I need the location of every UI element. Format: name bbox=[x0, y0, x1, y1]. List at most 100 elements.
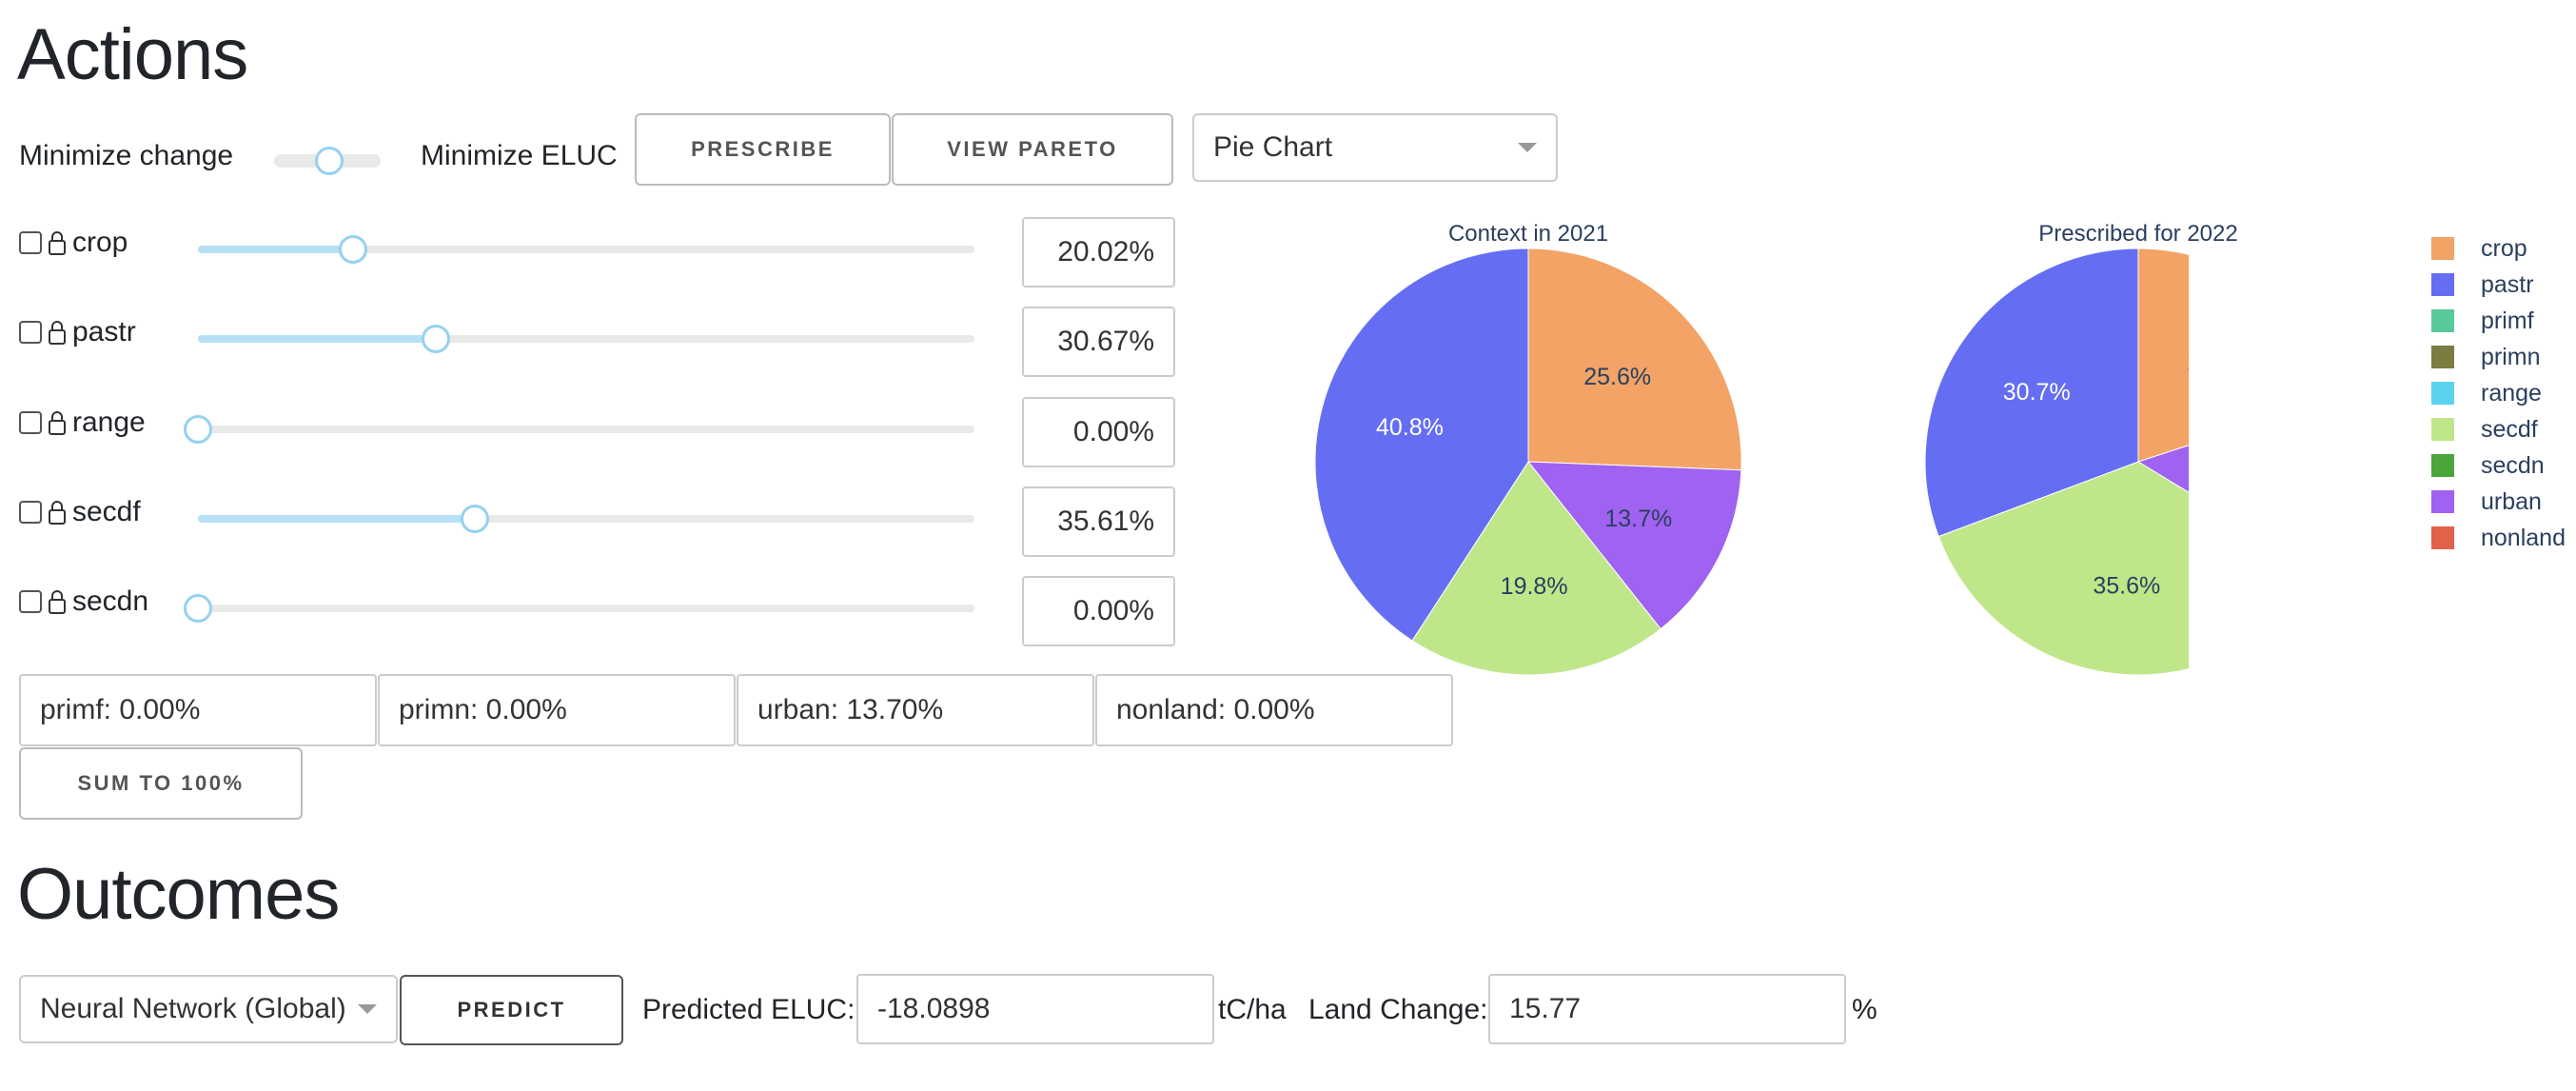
pie-slice-crop[interactable] bbox=[1527, 248, 1742, 471]
nonland-field[interactable]: nonland: 0.00% bbox=[1095, 674, 1453, 746]
pie-slice-label: 20% bbox=[2187, 349, 2189, 376]
legend-label: crop bbox=[2481, 234, 2527, 262]
pie-slice-crop[interactable] bbox=[2137, 248, 2189, 463]
view-pareto-button[interactable]: VIEW PARETO bbox=[892, 113, 1173, 186]
land-slider-track[interactable] bbox=[184, 415, 974, 444]
sum-to-100-button[interactable]: SUM TO 100% bbox=[19, 747, 303, 820]
land-slider-track[interactable] bbox=[198, 505, 974, 533]
legend-label: pastr bbox=[2481, 270, 2534, 298]
legend-label: primn bbox=[2481, 343, 2541, 370]
legend-item[interactable]: range bbox=[2431, 378, 2542, 408]
eluc-unit: tC/ha bbox=[1218, 994, 1287, 1025]
minimize-eluc-label: Minimize ELUC bbox=[421, 140, 618, 171]
land-slider-fill bbox=[198, 335, 436, 343]
legend-label: urban bbox=[2481, 487, 2542, 515]
pie-slice-pastr[interactable] bbox=[1314, 248, 1529, 642]
lock-icon bbox=[49, 411, 66, 435]
lock-icon bbox=[49, 501, 66, 525]
pie-title-context: Context in 2021 bbox=[1447, 221, 1609, 247]
pie-slice-label: 40.8% bbox=[1376, 414, 1444, 441]
pie-slice-label: 19.8% bbox=[1501, 573, 1568, 600]
lock-checkbox[interactable] bbox=[19, 501, 42, 524]
land-slider-label: pastr bbox=[72, 316, 136, 347]
land-slider-track[interactable] bbox=[198, 325, 974, 353]
pie-slice-label: 25.6% bbox=[1583, 364, 1651, 390]
predicted-eluc-label: Predicted ELUC: bbox=[642, 994, 855, 1025]
chart-type-select[interactable]: Pie Chart bbox=[1192, 113, 1558, 182]
minimize-change-label: Minimize change bbox=[19, 140, 234, 171]
legend-swatch bbox=[2431, 346, 2454, 368]
legend-item[interactable]: urban bbox=[2431, 486, 2542, 517]
chevron-down-icon bbox=[1518, 143, 1537, 152]
legend-item[interactable]: crop bbox=[2431, 233, 2527, 264]
land-slider-track[interactable] bbox=[198, 235, 974, 264]
land-slider-label: range bbox=[72, 407, 146, 438]
urban-field[interactable]: urban: 13.70% bbox=[737, 674, 1094, 746]
lock-icon bbox=[49, 231, 66, 255]
land-change-field[interactable]: 15.77 bbox=[1488, 974, 1846, 1044]
land-change-unit: % bbox=[1852, 994, 1878, 1025]
legend-item[interactable]: pastr bbox=[2431, 269, 2534, 300]
land-slider-thumb[interactable] bbox=[184, 594, 212, 623]
predicted-eluc-field[interactable]: -18.0898 bbox=[856, 974, 1214, 1044]
legend-label: range bbox=[2481, 379, 2542, 407]
tradeoff-slider-thumb[interactable] bbox=[315, 147, 344, 175]
pie-charts: 25.6%13.7%19.8%40.8%20%13.7%35.6%30.7% bbox=[1314, 248, 2189, 676]
legend-label: secdn bbox=[2481, 451, 2545, 479]
legend-item[interactable]: secdf bbox=[2431, 414, 2538, 445]
land-slider-value[interactable]: 20.02% bbox=[1022, 217, 1175, 288]
land-slider-value[interactable]: 30.67% bbox=[1022, 307, 1175, 377]
lock-checkbox[interactable] bbox=[19, 231, 42, 254]
lock-checkbox[interactable] bbox=[19, 321, 42, 344]
legend-swatch bbox=[2431, 454, 2454, 477]
land-slider-label: secdf bbox=[72, 496, 141, 527]
pie-title-prescribed: Prescribed for 2022 bbox=[2038, 221, 2238, 247]
legend-swatch bbox=[2431, 309, 2454, 332]
legend-label: nonland bbox=[2481, 524, 2566, 551]
legend-swatch bbox=[2431, 273, 2454, 296]
land-slider-value[interactable]: 35.61% bbox=[1022, 486, 1175, 557]
legend-swatch bbox=[2431, 490, 2454, 513]
pie-slice-label: 35.6% bbox=[2093, 572, 2160, 599]
prescribe-button[interactable]: PRESCRIBE bbox=[635, 113, 891, 186]
pie-slice-secdf[interactable] bbox=[1411, 461, 1662, 676]
land-slider-fill bbox=[198, 246, 353, 253]
legend-item[interactable]: primf bbox=[2431, 306, 2534, 336]
pie-slice-urban[interactable] bbox=[1526, 461, 1742, 630]
legend-item[interactable]: secdn bbox=[2431, 450, 2545, 481]
pie-slice-pastr[interactable] bbox=[1924, 248, 2139, 538]
pie-slice-label: 30.7% bbox=[2003, 379, 2071, 406]
land-slider-label: secdn bbox=[72, 585, 149, 617]
land-slider-value[interactable]: 0.00% bbox=[1022, 397, 1175, 467]
land-slider-thumb[interactable] bbox=[461, 505, 489, 533]
lock-checkbox[interactable] bbox=[19, 590, 42, 613]
model-select[interactable]: Neural Network (Global) bbox=[19, 975, 398, 1043]
land-slider-thumb[interactable] bbox=[184, 415, 212, 444]
predict-button[interactable]: PREDICT bbox=[400, 975, 623, 1045]
lock-checkbox[interactable] bbox=[19, 411, 42, 434]
land-slider-track[interactable] bbox=[184, 594, 974, 623]
lock-icon bbox=[49, 590, 66, 614]
legend-swatch bbox=[2431, 382, 2454, 405]
land-slider-thumb[interactable] bbox=[339, 235, 367, 264]
chart-type-select-value: Pie Chart bbox=[1213, 131, 1333, 163]
tradeoff-slider-track[interactable] bbox=[274, 147, 381, 175]
legend-item[interactable]: primn bbox=[2431, 342, 2541, 372]
lock-icon bbox=[49, 321, 66, 345]
outcomes-heading: Outcomes bbox=[17, 854, 340, 935]
pie-slice-urban[interactable] bbox=[2136, 396, 2189, 573]
pie-slice-secdf[interactable] bbox=[1937, 461, 2189, 676]
legend-item[interactable]: nonland bbox=[2431, 523, 2566, 553]
pie-slice-label: 13.7% bbox=[1604, 506, 1672, 532]
land-slider-fill bbox=[198, 515, 475, 523]
actions-heading: Actions bbox=[17, 14, 248, 95]
land-slider-value[interactable]: 0.00% bbox=[1022, 576, 1175, 646]
chevron-down-icon bbox=[358, 1004, 377, 1014]
land-slider-label: crop bbox=[72, 227, 128, 258]
legend-label: secdf bbox=[2481, 415, 2538, 443]
legend-swatch bbox=[2431, 418, 2454, 441]
primf-field[interactable]: primf: 0.00% bbox=[19, 674, 377, 746]
primn-field[interactable]: primn: 0.00% bbox=[378, 674, 736, 746]
legend-swatch bbox=[2431, 526, 2454, 549]
land-slider-thumb[interactable] bbox=[422, 325, 450, 353]
